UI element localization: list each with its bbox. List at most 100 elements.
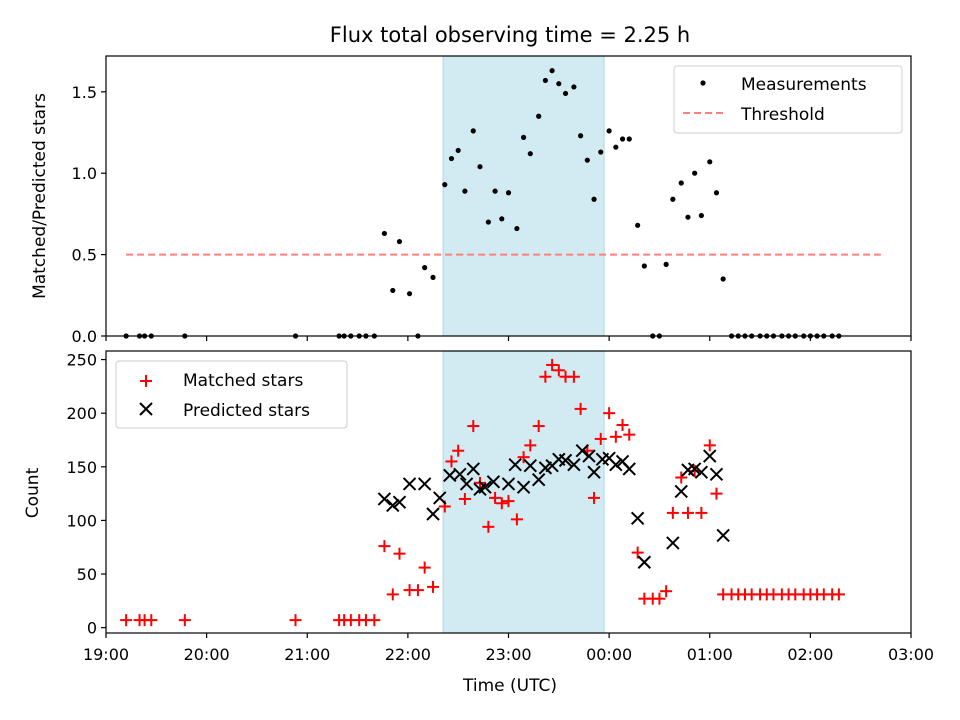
matched-point — [616, 418, 629, 431]
predicted-point — [709, 467, 724, 482]
predicted-point — [453, 467, 467, 482]
predicted-point — [466, 462, 480, 476]
matched-point — [120, 614, 133, 627]
top-observing-window — [442, 55, 605, 337]
top-y-tick-label: 0.5 — [72, 246, 97, 265]
x-axis-label: Time (UTC) — [462, 676, 557, 696]
predicted-point — [531, 472, 546, 487]
matched-point — [411, 584, 424, 597]
predicted-point — [609, 457, 623, 472]
matched-point — [458, 492, 471, 505]
measurement-point — [670, 196, 676, 202]
predicted-point — [637, 555, 652, 569]
bottom-legend-box — [115, 360, 348, 429]
measurement-point — [396, 238, 403, 245]
predicted-point — [433, 491, 447, 505]
matched-point — [546, 358, 559, 371]
bottom-panel: 0 50 100 150 200 250 19:00 20:00 21:00 22:00 23:00… — [23, 350, 934, 696]
matched-point — [710, 487, 723, 500]
measurement-point — [477, 164, 483, 170]
matched-point — [574, 402, 587, 415]
x-tick-label: 23:00 — [485, 645, 531, 664]
measurement-point — [641, 263, 647, 269]
measurement-point — [635, 222, 641, 228]
matched-point — [695, 506, 708, 519]
measurement-point — [685, 214, 691, 220]
measurement-point — [613, 144, 619, 150]
top-panel: 0.0 0.5 1.0 1.5 Matched/Predicted stars Mea… — [30, 55, 912, 346]
matched-point — [532, 420, 545, 433]
top-y-tick-label: 1.5 — [72, 83, 97, 102]
measurement-point — [556, 81, 562, 87]
x-tick-label: 22:00 — [385, 645, 431, 664]
matched-point — [482, 520, 495, 533]
matched-point — [467, 420, 480, 433]
bot-y-tick-label: 100 — [66, 511, 97, 530]
matched-point — [368, 614, 381, 627]
measurement-point — [430, 274, 436, 280]
predicted-legend-marker — [139, 402, 153, 416]
measurement-point — [542, 77, 548, 84]
matched-point — [594, 432, 607, 445]
bottom-y-axis-label: Count — [23, 467, 43, 518]
measurement-point — [598, 149, 604, 155]
measurement-point — [692, 170, 698, 176]
measurement-point — [514, 225, 520, 232]
matched-point — [445, 455, 458, 468]
measurement-point — [619, 136, 626, 142]
matched-point — [666, 506, 679, 519]
predicted-point — [516, 480, 531, 494]
measurement-point — [678, 180, 684, 186]
measurement-point — [442, 182, 448, 188]
measurement-point — [536, 113, 542, 119]
predicted-point — [567, 457, 581, 472]
matched-point — [675, 471, 688, 484]
matched-point — [681, 506, 694, 519]
matched-point — [631, 546, 644, 559]
measurements-legend-label: Measurements — [741, 75, 867, 95]
measurement-point — [462, 188, 468, 194]
matched-point — [489, 491, 502, 504]
matched-point — [703, 439, 716, 452]
measurement-point — [505, 190, 512, 196]
predicted-point — [558, 453, 573, 468]
measurement-point — [499, 216, 505, 222]
predicted-point — [582, 449, 596, 463]
predicted-point — [402, 477, 417, 491]
bottom-legend: Matched stars Predicted stars — [115, 360, 348, 429]
measurement-point — [584, 157, 590, 163]
x-tick-label: 00:00 — [586, 645, 632, 664]
measurement-point — [492, 188, 498, 194]
predicted-point — [508, 457, 522, 472]
matched-point — [495, 497, 508, 510]
matched-point — [145, 614, 158, 627]
matched-point — [502, 495, 515, 508]
measurement-point — [520, 134, 527, 140]
predicted-point — [392, 495, 407, 509]
measurement-point — [578, 133, 584, 139]
matched-point — [393, 547, 406, 560]
measurement-point — [663, 261, 669, 267]
predicted-point — [486, 475, 501, 489]
predicted-point — [386, 498, 400, 513]
matched-point — [539, 370, 552, 383]
measurement-point — [591, 196, 597, 202]
measurement-point — [720, 276, 726, 282]
predicted-point — [459, 477, 474, 491]
matched-point — [517, 451, 530, 464]
measurement-point — [562, 90, 569, 97]
predicted-point — [417, 477, 432, 491]
bot-y-tick-label: 50 — [77, 565, 97, 584]
matched-point — [178, 614, 191, 627]
predicted-point — [666, 536, 680, 550]
measurement-point — [606, 128, 612, 134]
bot-observing-window — [442, 350, 605, 634]
predicted-point — [687, 462, 702, 476]
measurement-point — [698, 212, 704, 219]
measurement-point — [485, 219, 491, 225]
predicted-point — [703, 449, 717, 463]
matched-point — [653, 592, 666, 605]
predicted-point — [716, 528, 730, 543]
measurement-point — [571, 84, 577, 90]
predicted-point — [501, 477, 516, 491]
